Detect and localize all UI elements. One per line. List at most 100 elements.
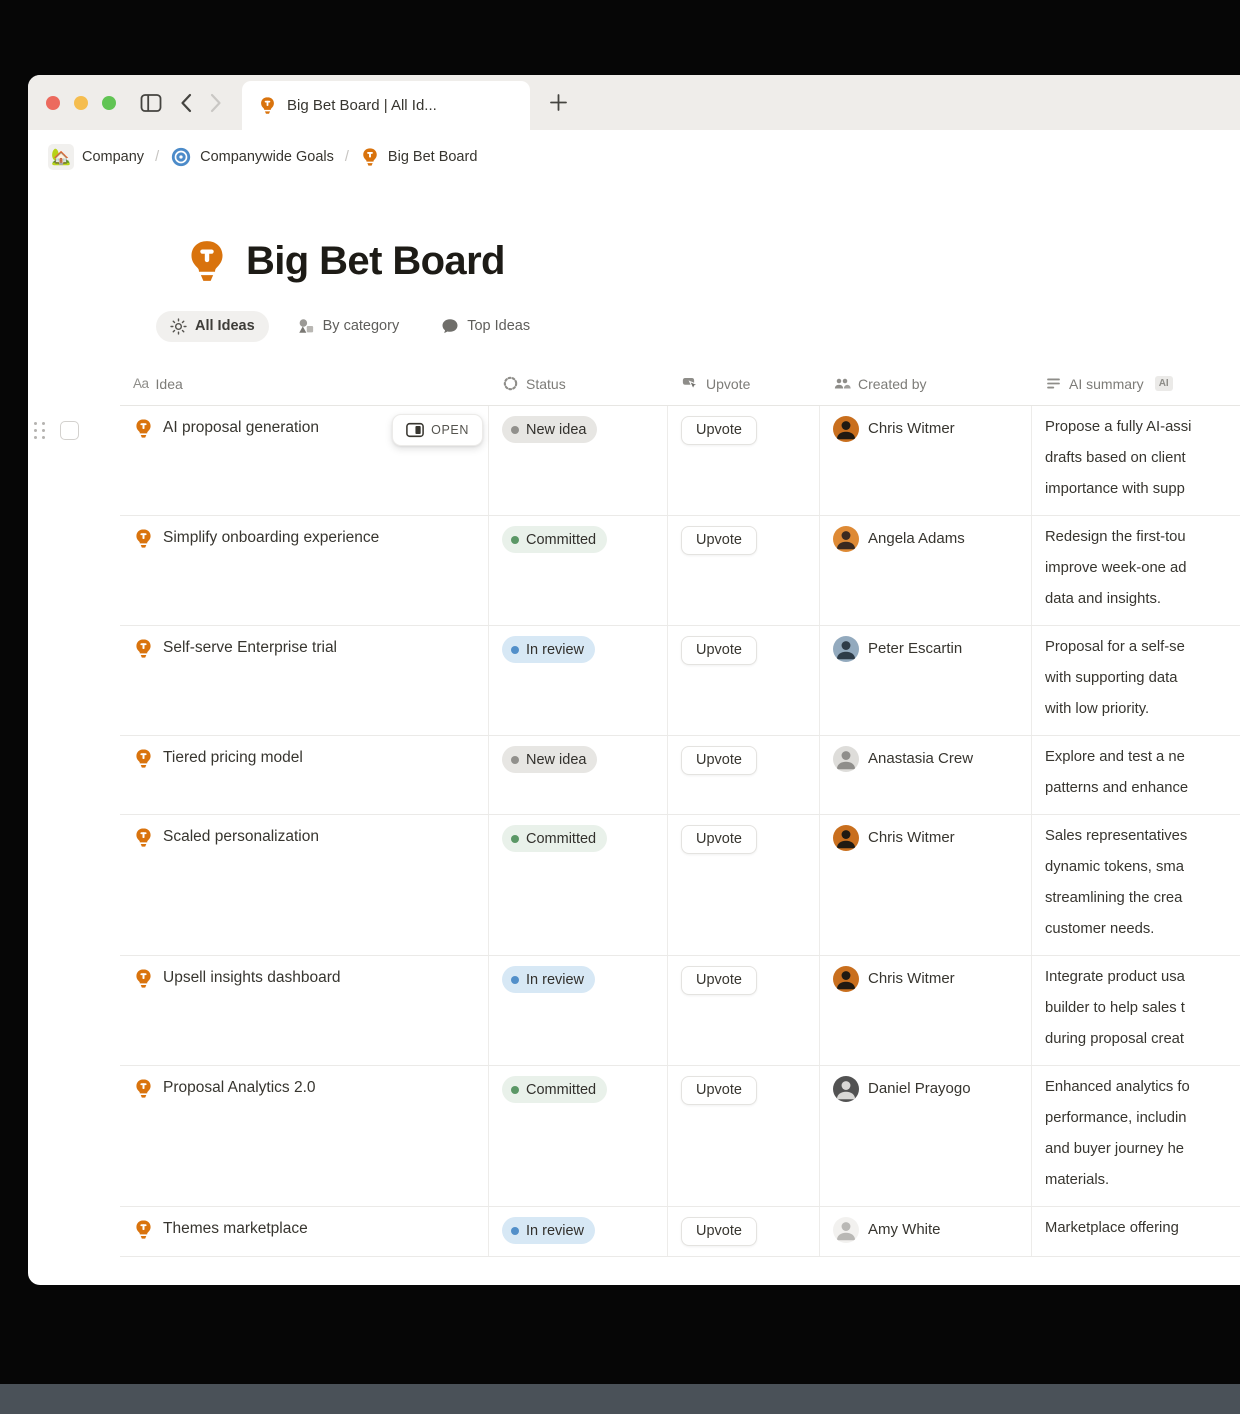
new-tab-button[interactable] xyxy=(530,75,586,130)
row-gutter xyxy=(34,421,79,440)
upvote-cell: Upvote xyxy=(668,956,820,1065)
zoom-window-button[interactable] xyxy=(102,95,116,110)
column-header-idea[interactable]: Aa Idea xyxy=(133,375,183,392)
page-lightbulb-icon[interactable] xyxy=(184,238,230,284)
status-dot-icon xyxy=(511,645,519,654)
breadcrumb-item-company[interactable]: 🏡 Company xyxy=(48,144,144,170)
upvote-button[interactable]: Upvote xyxy=(681,1217,757,1246)
lightbulb-icon xyxy=(136,969,151,988)
tab-by-category[interactable]: By category xyxy=(283,310,414,342)
creator-name: Anastasia Crew xyxy=(868,750,974,767)
creator-name: Amy White xyxy=(868,1221,941,1238)
upvote-cell: Upvote xyxy=(668,626,820,735)
creator-cell[interactable]: Chris Witmer xyxy=(820,956,1032,1065)
tab-top-ideas[interactable]: Top Ideas xyxy=(427,310,544,342)
row-checkbox[interactable] xyxy=(60,421,79,440)
breadcrumb-item-companywide-goals[interactable]: Companywide Goals xyxy=(170,146,334,168)
creator-cell[interactable]: Chris Witmer xyxy=(820,406,1032,515)
lightbulb-icon xyxy=(136,419,151,438)
upvote-button[interactable]: Upvote xyxy=(681,416,757,445)
close-window-button[interactable] xyxy=(46,95,60,110)
status-cell[interactable]: In review xyxy=(489,1207,668,1256)
ai-summary-cell[interactable]: Propose a fully AI-assi drafts based on c… xyxy=(1045,419,1192,497)
upvote-cell: Upvote xyxy=(668,815,820,955)
idea-title: Tiered pricing model xyxy=(163,749,303,766)
idea-cell[interactable]: Upsell insights dashboard xyxy=(120,956,489,1065)
status-cell[interactable]: Committed xyxy=(489,1066,668,1206)
upvote-button[interactable]: Upvote xyxy=(681,966,757,995)
forward-icon[interactable] xyxy=(210,93,222,113)
drag-handle-icon[interactable] xyxy=(34,422,45,439)
idea-cell[interactable]: Themes marketplace xyxy=(120,1207,489,1256)
ai-summary-cell[interactable]: Redesign the first-tou improve week-one a… xyxy=(1045,529,1187,607)
traffic-lights xyxy=(46,95,116,110)
upvote-button[interactable]: Upvote xyxy=(681,526,757,555)
sidebar-toggle-icon[interactable] xyxy=(140,93,162,113)
idea-cell[interactable]: Scaled personalization xyxy=(120,815,489,955)
status-dot-icon xyxy=(511,834,519,843)
creator-name: Chris Witmer xyxy=(868,970,955,987)
column-header-upvote[interactable]: Upvote xyxy=(668,375,820,393)
column-header-ai-summary[interactable]: AI summary AI xyxy=(1032,375,1240,392)
ai-summary-cell[interactable]: Integrate product usa builder to help sal… xyxy=(1045,969,1185,1047)
ai-summary-cell[interactable]: Sales representatives dynamic tokens, sma… xyxy=(1045,828,1188,937)
avatar xyxy=(833,636,859,662)
ai-summary-cell[interactable]: Marketplace offering xyxy=(1045,1220,1179,1236)
upvote-button[interactable]: Upvote xyxy=(681,1076,757,1105)
creator-cell[interactable]: Amy White xyxy=(820,1207,1032,1256)
idea-cell[interactable]: Simplify onboarding experience xyxy=(120,516,489,625)
back-icon[interactable] xyxy=(180,93,192,113)
upvote-button[interactable]: Upvote xyxy=(681,636,757,665)
creator-cell[interactable]: Peter Escartin xyxy=(820,626,1032,735)
status-dot-icon xyxy=(511,975,519,984)
table-row: Tiered pricing model New idea Upvote Ana… xyxy=(120,736,1240,815)
creator-cell[interactable]: Anastasia Crew xyxy=(820,736,1032,814)
lightbulb-icon xyxy=(136,749,151,768)
upvote-cell: Upvote xyxy=(668,1207,820,1256)
avatar xyxy=(833,1076,859,1102)
app-window: Big Bet Board | All Id... 🏡 Company / Co… xyxy=(28,75,1240,1285)
upvote-button[interactable]: Upvote xyxy=(681,825,757,854)
status-cell[interactable]: New idea xyxy=(489,736,668,814)
breadcrumb-item-big-bet-board[interactable]: Big Bet Board xyxy=(360,147,477,167)
creator-cell[interactable]: Daniel Prayogo xyxy=(820,1066,1032,1206)
column-header-status[interactable]: Status xyxy=(489,375,668,392)
status-cell[interactable]: New idea xyxy=(489,406,668,515)
lightbulb-icon xyxy=(136,1220,151,1239)
tab-all-ideas[interactable]: All Ideas xyxy=(156,310,269,342)
status-dot-icon xyxy=(511,755,519,764)
sun-icon xyxy=(170,317,187,335)
avatar xyxy=(833,526,859,552)
browser-tab[interactable]: Big Bet Board | All Id... xyxy=(242,81,530,130)
side-peek-icon xyxy=(406,422,425,438)
idea-title: Simplify onboarding experience xyxy=(163,529,380,546)
open-button[interactable]: OPEN xyxy=(392,414,483,446)
creator-cell[interactable]: Angela Adams xyxy=(820,516,1032,625)
ai-summary-cell[interactable]: Enhanced analytics fo performance, includ… xyxy=(1045,1079,1190,1188)
idea-cell[interactable]: AI proposal generation OPEN xyxy=(34,406,489,515)
status-dot-icon xyxy=(511,425,519,434)
status-cell[interactable]: Committed xyxy=(489,516,668,625)
minimize-window-button[interactable] xyxy=(74,95,88,110)
status-cell[interactable]: In review xyxy=(489,626,668,735)
lightbulb-icon xyxy=(363,148,377,166)
ai-summary-cell[interactable]: Explore and test a ne patterns and enhanc… xyxy=(1045,749,1189,796)
upvote-cell: Upvote xyxy=(668,1066,820,1206)
column-header-created-by[interactable]: Created by xyxy=(820,375,1032,393)
upvote-button[interactable]: Upvote xyxy=(681,746,757,775)
idea-cell[interactable]: Self-serve Enterprise trial xyxy=(120,626,489,735)
status-cell[interactable]: Committed xyxy=(489,815,668,955)
status-cell[interactable]: In review xyxy=(489,956,668,1065)
idea-cell[interactable]: Tiered pricing model xyxy=(120,736,489,814)
breadcrumb-separator: / xyxy=(344,149,349,165)
status-badge: In review xyxy=(502,1217,596,1244)
creator-cell[interactable]: Chris Witmer xyxy=(820,815,1032,955)
house-icon: 🏡 xyxy=(48,144,74,170)
ai-summary-cell[interactable]: Proposal for a self-se with supporting da… xyxy=(1045,639,1185,717)
status-dot-icon xyxy=(511,1226,519,1235)
idea-title: AI proposal generation xyxy=(163,419,319,436)
upvote-cell: Upvote xyxy=(668,516,820,625)
lightbulb-icon xyxy=(261,97,274,114)
idea-cell[interactable]: Proposal Analytics 2.0 xyxy=(120,1066,489,1206)
status-badge: New idea xyxy=(502,416,598,443)
